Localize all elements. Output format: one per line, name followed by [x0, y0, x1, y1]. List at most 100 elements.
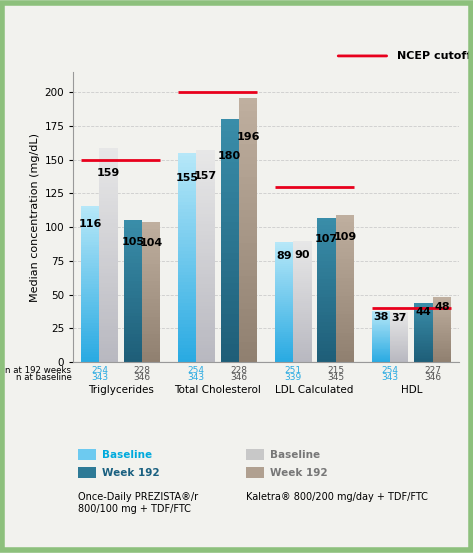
Bar — [178, 212, 196, 216]
Bar — [220, 307, 239, 314]
Bar — [178, 345, 196, 348]
Bar — [220, 344, 239, 350]
Bar — [372, 336, 390, 337]
Text: 89: 89 — [276, 252, 292, 262]
Bar — [293, 301, 312, 304]
Bar — [372, 353, 390, 354]
Bar — [317, 228, 336, 232]
Bar — [390, 321, 409, 322]
Bar — [123, 288, 142, 291]
Bar — [293, 332, 312, 334]
Bar — [336, 218, 354, 222]
Bar — [99, 284, 118, 287]
Bar — [196, 320, 215, 324]
Bar — [99, 230, 118, 233]
Bar — [293, 310, 312, 311]
Bar — [123, 274, 142, 277]
Bar — [433, 335, 451, 336]
Bar — [81, 268, 99, 271]
Bar — [414, 353, 433, 355]
Bar — [275, 290, 293, 292]
Bar — [336, 237, 354, 241]
Bar — [433, 345, 451, 346]
Bar — [275, 296, 293, 298]
Bar — [275, 254, 293, 256]
Bar — [81, 331, 99, 333]
Bar — [142, 359, 160, 362]
Bar — [317, 333, 336, 337]
Bar — [317, 243, 336, 247]
Bar — [99, 208, 118, 212]
Bar — [372, 316, 390, 317]
Bar — [196, 235, 215, 238]
Bar — [317, 279, 336, 283]
Bar — [196, 182, 215, 186]
Bar — [178, 184, 196, 188]
Bar — [196, 200, 215, 203]
Bar — [275, 316, 293, 318]
Bar — [275, 328, 293, 330]
Bar — [123, 312, 142, 316]
Bar — [81, 347, 99, 349]
Bar — [142, 355, 160, 359]
Bar — [142, 295, 160, 299]
Bar — [317, 341, 336, 344]
Bar — [239, 349, 257, 356]
Bar — [239, 276, 257, 283]
Bar — [275, 304, 293, 306]
Bar — [390, 357, 409, 358]
Bar — [123, 238, 142, 242]
Bar — [372, 315, 390, 316]
Bar — [317, 351, 336, 355]
Text: 343: 343 — [91, 373, 108, 382]
Bar — [142, 239, 160, 243]
Bar — [433, 356, 451, 357]
Bar — [220, 326, 239, 332]
Bar — [293, 265, 312, 267]
Bar — [433, 351, 451, 352]
Bar — [123, 224, 142, 227]
Bar — [293, 360, 312, 362]
Bar — [317, 322, 336, 326]
Bar — [433, 319, 451, 320]
Bar — [372, 324, 390, 325]
Bar — [336, 233, 354, 237]
Bar — [142, 271, 160, 274]
Bar — [123, 277, 142, 281]
Bar — [81, 349, 99, 352]
Bar — [275, 252, 293, 254]
Bar — [81, 297, 99, 300]
Bar — [220, 320, 239, 326]
Bar — [336, 304, 354, 307]
Bar — [99, 345, 118, 348]
Text: 155: 155 — [175, 173, 199, 183]
Bar — [372, 334, 390, 335]
Bar — [414, 351, 433, 352]
Bar — [99, 316, 118, 319]
Bar — [317, 355, 336, 358]
Bar — [196, 330, 215, 334]
Bar — [81, 273, 99, 276]
Bar — [390, 344, 409, 345]
Text: 180: 180 — [218, 150, 241, 160]
Bar — [414, 343, 433, 345]
Bar — [142, 264, 160, 268]
Bar — [336, 318, 354, 322]
Bar — [293, 298, 312, 299]
Bar — [275, 256, 293, 258]
Bar — [178, 181, 196, 184]
Bar — [414, 317, 433, 319]
Text: 346: 346 — [133, 373, 150, 382]
Bar — [99, 273, 118, 276]
Bar — [317, 258, 336, 261]
Bar — [81, 265, 99, 268]
Bar — [123, 270, 142, 274]
Bar — [372, 341, 390, 342]
Bar — [293, 269, 312, 271]
Text: 346: 346 — [424, 373, 441, 382]
Bar — [239, 230, 257, 237]
Bar — [123, 295, 142, 299]
Bar — [81, 336, 99, 339]
Bar — [390, 318, 409, 319]
Bar — [293, 243, 312, 245]
